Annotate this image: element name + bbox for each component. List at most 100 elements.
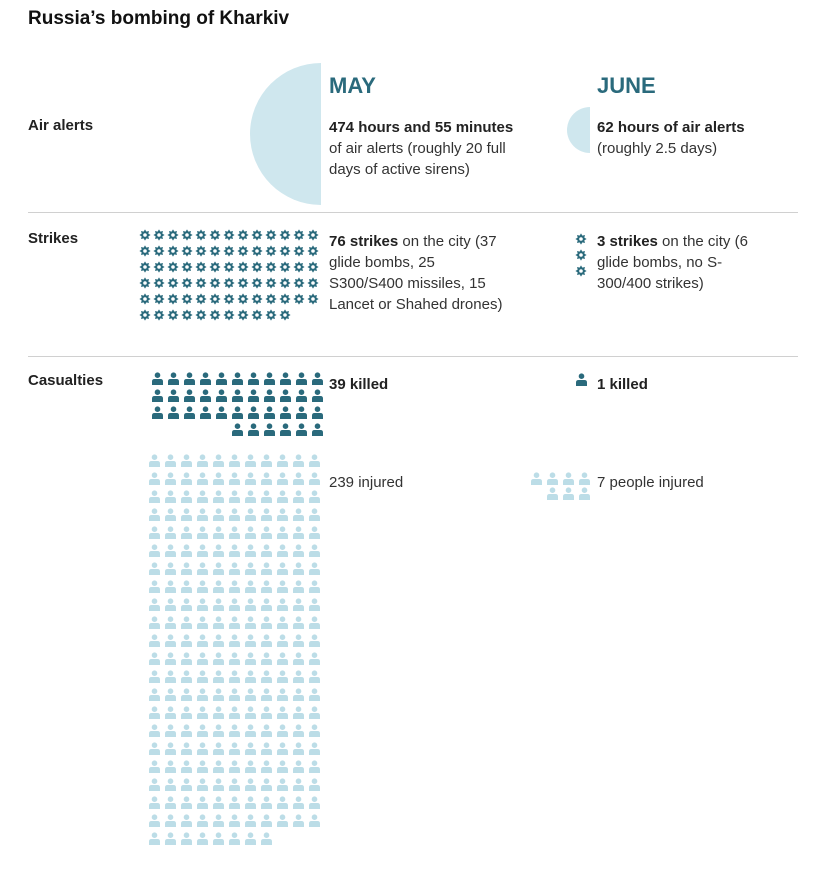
strike-may-mark [223, 261, 235, 273]
injured-may-mark [213, 760, 224, 773]
strike-may-mark [279, 245, 291, 257]
strike-may-mark [181, 245, 193, 257]
injured-may-mark [309, 796, 320, 809]
injured-may-mark [165, 760, 176, 773]
injured-may-mark [149, 724, 160, 737]
strike-may-mark [223, 309, 235, 321]
strike-may-mark [251, 309, 263, 321]
injured-may-mark [165, 706, 176, 719]
injured-may-mark [197, 544, 208, 557]
injured-may-mark [165, 454, 176, 467]
strike-may-mark [139, 261, 151, 273]
killed-may-mark [216, 406, 227, 419]
injured-may-mark [165, 652, 176, 665]
injured-may-mark [197, 814, 208, 827]
injured-may-mark [229, 724, 240, 737]
injured-may-mark [181, 526, 192, 539]
injured-may-mark [181, 490, 192, 503]
killed-may-mark [280, 423, 291, 436]
injured-may-mark [213, 832, 224, 845]
killed-may-mark [264, 423, 275, 436]
injured-may-mark [293, 652, 304, 665]
injured-may-mark [197, 490, 208, 503]
injured-may-mark [213, 706, 224, 719]
strike-may-mark [195, 261, 207, 273]
strike-may-mark [153, 261, 165, 273]
injured-may-mark [181, 616, 192, 629]
injured-may-mark [213, 490, 224, 503]
strike-may-mark [181, 309, 193, 321]
injured-may-text: 239 injured [329, 474, 404, 491]
injured-may-mark [309, 670, 320, 683]
injured-may-mark [229, 634, 240, 647]
injured-june-mark [547, 472, 558, 485]
killed-may-mark [296, 423, 307, 436]
divider-1 [28, 212, 798, 213]
strike-may-mark [153, 309, 165, 321]
injured-may-mark [197, 616, 208, 629]
killed-may-icons [148, 372, 324, 440]
injured-may-mark [149, 508, 160, 521]
injured-may-mark [293, 580, 304, 593]
killed-may-mark [232, 372, 243, 385]
strike-may-mark [293, 245, 305, 257]
injured-may-mark [293, 490, 304, 503]
strike-may-mark [265, 261, 277, 273]
injured-may-mark [165, 724, 176, 737]
injured-may-mark [197, 760, 208, 773]
killed-may-mark [280, 406, 291, 419]
injured-may-mark [309, 688, 320, 701]
injured-may-mark [277, 598, 288, 611]
injured-may-mark [229, 454, 240, 467]
injured-may-mark [213, 508, 224, 521]
strike-may-mark [223, 293, 235, 305]
injured-may-mark [181, 562, 192, 575]
injured-may-mark [165, 688, 176, 701]
injured-may-mark [181, 688, 192, 701]
month-header-june: JUNE [597, 73, 656, 98]
injured-may-mark [229, 796, 240, 809]
strike-may-mark [139, 245, 151, 257]
killed-may-mark [296, 406, 307, 419]
injured-may-mark [165, 508, 176, 521]
injured-may-mark [213, 472, 224, 485]
injured-may-mark [277, 724, 288, 737]
injured-may-mark [293, 670, 304, 683]
killed-may-mark [248, 372, 259, 385]
injured-may-mark [213, 814, 224, 827]
strikes-may-bold: 76 strikes [329, 233, 399, 250]
injured-may-mark [261, 742, 272, 755]
injured-may-mark [245, 508, 256, 521]
injured-may-mark [309, 760, 320, 773]
injured-may-mark [213, 670, 224, 683]
strike-may-mark [195, 293, 207, 305]
killed-june-text: 1 killed [597, 376, 648, 393]
injured-may-mark [165, 832, 176, 845]
killed-may-mark [248, 389, 259, 402]
injured-may-mark [261, 670, 272, 683]
injured-may-mark [261, 490, 272, 503]
strike-may-mark [265, 293, 277, 305]
strikes-june-bold: 3 strikes [597, 233, 658, 250]
strike-may-mark [209, 309, 221, 321]
strikes-may-text: 76 strikes on the city (37 glide bombs, … [329, 231, 509, 315]
air-alerts-may-mark [250, 63, 321, 205]
injured-may-mark [165, 526, 176, 539]
killed-may-mark [232, 406, 243, 419]
injured-may-mark [309, 616, 320, 629]
injured-may-mark [245, 670, 256, 683]
divider-2 [28, 356, 798, 357]
strike-may-mark [167, 309, 179, 321]
injured-may-mark [261, 688, 272, 701]
killed-june-mark [576, 373, 587, 386]
strike-may-mark [293, 277, 305, 289]
injured-may-mark [181, 760, 192, 773]
injured-may-mark [165, 616, 176, 629]
injured-may-mark [261, 580, 272, 593]
injured-may-mark [277, 778, 288, 791]
injured-may-mark [245, 796, 256, 809]
injured-may-mark [309, 634, 320, 647]
strikes-june-rest: on the city (6 glide bombs, no S-300/400… [597, 233, 748, 292]
killed-may-mark [168, 372, 179, 385]
injured-may-mark [277, 670, 288, 683]
